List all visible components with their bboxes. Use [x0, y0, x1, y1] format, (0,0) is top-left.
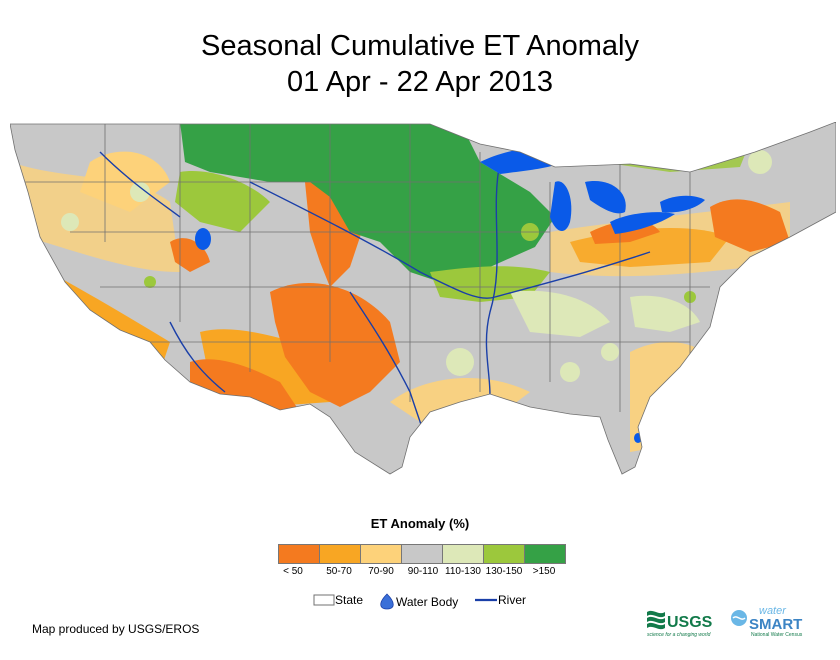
smart-wordmark: SMART	[749, 616, 802, 633]
credit-text: Map produced by USGS/EROS	[32, 622, 200, 636]
legend-swatch-50-70	[320, 545, 361, 563]
legend-swatch-gt150	[525, 545, 565, 563]
river-line-icon	[475, 598, 497, 602]
legend-river: River	[474, 593, 526, 607]
smart-tagline: National Water Census	[751, 632, 803, 638]
legend-colorbar	[278, 544, 566, 564]
legend-swatch-130-150	[484, 545, 525, 563]
agency-logos: USGS science for a changing world water …	[645, 604, 835, 644]
legend-tick-label: < 50	[283, 566, 303, 577]
et-anomaly-map	[10, 122, 836, 475]
usgs-logo: USGS science for a changing world water …	[647, 605, 803, 638]
legend-tick-label: 130-150	[485, 566, 523, 577]
usgs-tagline: science for a changing world	[647, 632, 711, 638]
legend-swatch-110-130	[443, 545, 484, 563]
legend-state: State	[313, 593, 363, 607]
water-drop-icon	[380, 593, 394, 610]
legend-tick-label: 90-110	[407, 566, 439, 577]
legend-tick-label: 110-130	[445, 566, 481, 577]
map-title: Seasonal Cumulative ET Anomaly	[201, 30, 639, 62]
legend-swatch-lt50	[279, 545, 320, 563]
usgs-wordmark: USGS	[667, 614, 713, 631]
legend-state-label: State	[335, 593, 364, 607]
legend-tick-label: >150	[532, 566, 556, 577]
water-wordmark: water	[759, 605, 787, 617]
state-outline-icon	[313, 594, 335, 606]
map-date-range: 01 Apr - 22 Apr 2013	[286, 66, 554, 98]
legend-water-body: Water Body	[378, 593, 458, 611]
legend-water-body-label: Water Body	[396, 595, 459, 609]
legend-river-label: River	[498, 593, 527, 607]
legend-tick-label: 70-90	[368, 566, 394, 577]
legend-swatch-90-110	[402, 545, 443, 563]
legend-title: ET Anomaly (%)	[370, 516, 470, 531]
legend-tick-label: 50-70	[326, 566, 352, 577]
legend-swatch-70-90	[361, 545, 402, 563]
